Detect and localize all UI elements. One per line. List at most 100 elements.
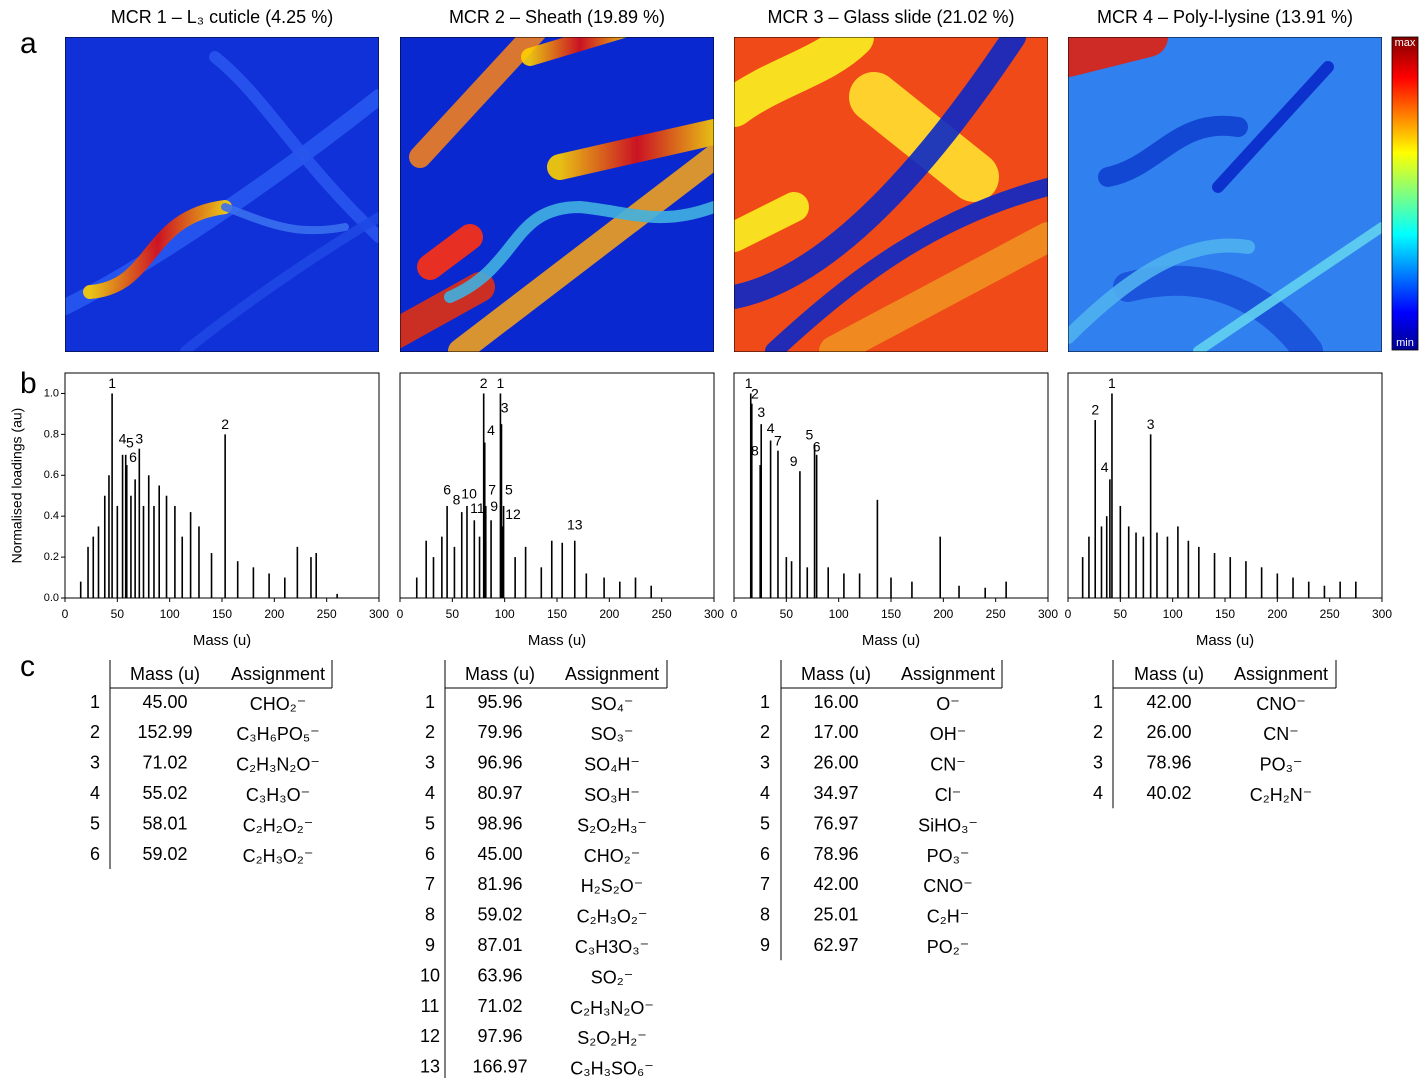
heatmap-feature xyxy=(180,212,379,352)
heatmap xyxy=(400,37,714,352)
table-cell: 9 xyxy=(760,935,770,955)
y-tick-label: 0.0 xyxy=(44,592,59,604)
peak-bar xyxy=(415,577,418,598)
table-cell: 10 xyxy=(420,965,440,985)
peak-bar xyxy=(1156,532,1158,598)
x-tick-label: 150 xyxy=(1215,607,1235,621)
table-cell: O⁻ xyxy=(936,694,960,714)
peak-bar xyxy=(1109,479,1111,598)
table-cell: SiHO₃⁻ xyxy=(918,815,978,835)
table-cell: 11 xyxy=(421,996,440,1016)
chart-title: MCR 4 – Poly-l-lysine (13.91 %) xyxy=(1097,7,1353,27)
peak-bar xyxy=(1245,561,1247,598)
table-cell: 4 xyxy=(425,783,435,803)
table-cell: 76.97 xyxy=(813,813,858,833)
table-cell: Cl⁻ xyxy=(935,785,962,805)
table-cell: CNO⁻ xyxy=(923,876,973,896)
table-cell: S₂O₂H₂⁻ xyxy=(577,1028,646,1048)
table-cell: 42.00 xyxy=(813,874,858,894)
table-cell: 78.96 xyxy=(813,844,858,864)
heatmap-feature xyxy=(1193,222,1382,352)
peak-bar xyxy=(138,448,141,598)
x-tick-label: 50 xyxy=(780,607,794,621)
heatmap-feature xyxy=(547,119,714,180)
peak-bar xyxy=(446,505,448,598)
peak-bar xyxy=(165,495,168,598)
peak-bar xyxy=(1323,585,1326,598)
peak-bar xyxy=(482,393,485,598)
peak-label: 2 xyxy=(480,375,488,391)
table-cell: C₃H₃O⁻ xyxy=(246,785,310,805)
x-axis-label: Mass (u) xyxy=(528,632,586,649)
table-cell: 5 xyxy=(760,813,770,833)
chart-title: MCR 3 – Glass slide (21.02 %) xyxy=(767,7,1014,27)
table-cell: SO₄H⁻ xyxy=(584,755,640,775)
table-cell: C₃H₆PO₅⁻ xyxy=(236,724,319,744)
table-header: Mass (u) xyxy=(1134,664,1204,684)
peak-bar xyxy=(460,512,463,598)
heatmap-feature xyxy=(221,203,349,235)
peak-label: 3 xyxy=(135,430,143,446)
peak-bar xyxy=(813,444,816,598)
peak-bar xyxy=(103,495,106,598)
peak-label: 8 xyxy=(751,443,759,459)
table-cell: C₃H₃SO₆⁻ xyxy=(570,1059,653,1078)
x-tick-label: 300 xyxy=(369,607,389,621)
table-cell: 3 xyxy=(1093,753,1103,773)
peak-bar xyxy=(501,526,504,598)
table-cell: 45.00 xyxy=(477,844,522,864)
peak-bar xyxy=(315,553,317,598)
table-cell: 80.97 xyxy=(477,783,522,803)
table-header: Assignment xyxy=(901,664,995,684)
peak-bar xyxy=(1166,536,1169,598)
peak-label: 5 xyxy=(805,426,813,442)
peak-bar xyxy=(540,567,543,598)
heatmap-feature xyxy=(849,72,999,202)
table-cell: C₃H3O₃⁻ xyxy=(575,937,649,957)
peak-label: 4 xyxy=(487,422,495,438)
peak-bar xyxy=(815,454,818,598)
peak-bar xyxy=(1105,516,1108,598)
heatmap-feature xyxy=(819,222,1048,352)
table-cell: 3 xyxy=(90,753,100,773)
panel-label: c xyxy=(20,650,35,683)
peak-bar xyxy=(87,546,89,598)
peak-bar xyxy=(1177,526,1179,598)
peak-label: 7 xyxy=(488,482,496,498)
peak-label: 3 xyxy=(501,400,509,416)
table-cell: 25.01 xyxy=(813,905,858,925)
peak-bar xyxy=(441,536,443,598)
peak-bar xyxy=(296,546,299,598)
table-cell: 2 xyxy=(90,722,100,742)
plot-frame xyxy=(1067,372,1383,599)
peak-bar xyxy=(958,585,960,598)
peak-bar xyxy=(1119,505,1122,598)
peak-bar xyxy=(432,557,435,598)
peak-bar xyxy=(634,577,637,598)
peak-bar xyxy=(483,442,486,598)
peak-bar xyxy=(142,505,145,598)
peak-label: 9 xyxy=(490,498,498,514)
peak-bar xyxy=(759,465,761,598)
colorbar xyxy=(1391,36,1419,351)
heatmap-feature xyxy=(209,51,379,243)
peak-label: 4 xyxy=(767,420,775,436)
peak-bar xyxy=(490,520,492,598)
peak-label: 2 xyxy=(751,385,759,401)
peak-bar xyxy=(1187,540,1190,598)
table-cell: 95.96 xyxy=(477,692,522,712)
peak-bar xyxy=(1339,581,1341,598)
table-cell: SO₄⁻ xyxy=(591,694,634,714)
peak-bar xyxy=(198,526,200,598)
table-cell: PO₂⁻ xyxy=(927,937,970,957)
heatmap-feature xyxy=(734,37,874,127)
peak-label: 6 xyxy=(443,482,451,498)
heatmap-feature xyxy=(1068,238,1255,344)
heatmap-feature xyxy=(1113,265,1323,352)
table-cell: C₂H₃N₂O⁻ xyxy=(236,755,320,775)
table-cell: 12 xyxy=(420,1026,440,1046)
peak-bar xyxy=(858,573,861,598)
peak-bar xyxy=(310,557,312,598)
peak-bar xyxy=(502,505,505,598)
peak-bar xyxy=(619,581,621,598)
